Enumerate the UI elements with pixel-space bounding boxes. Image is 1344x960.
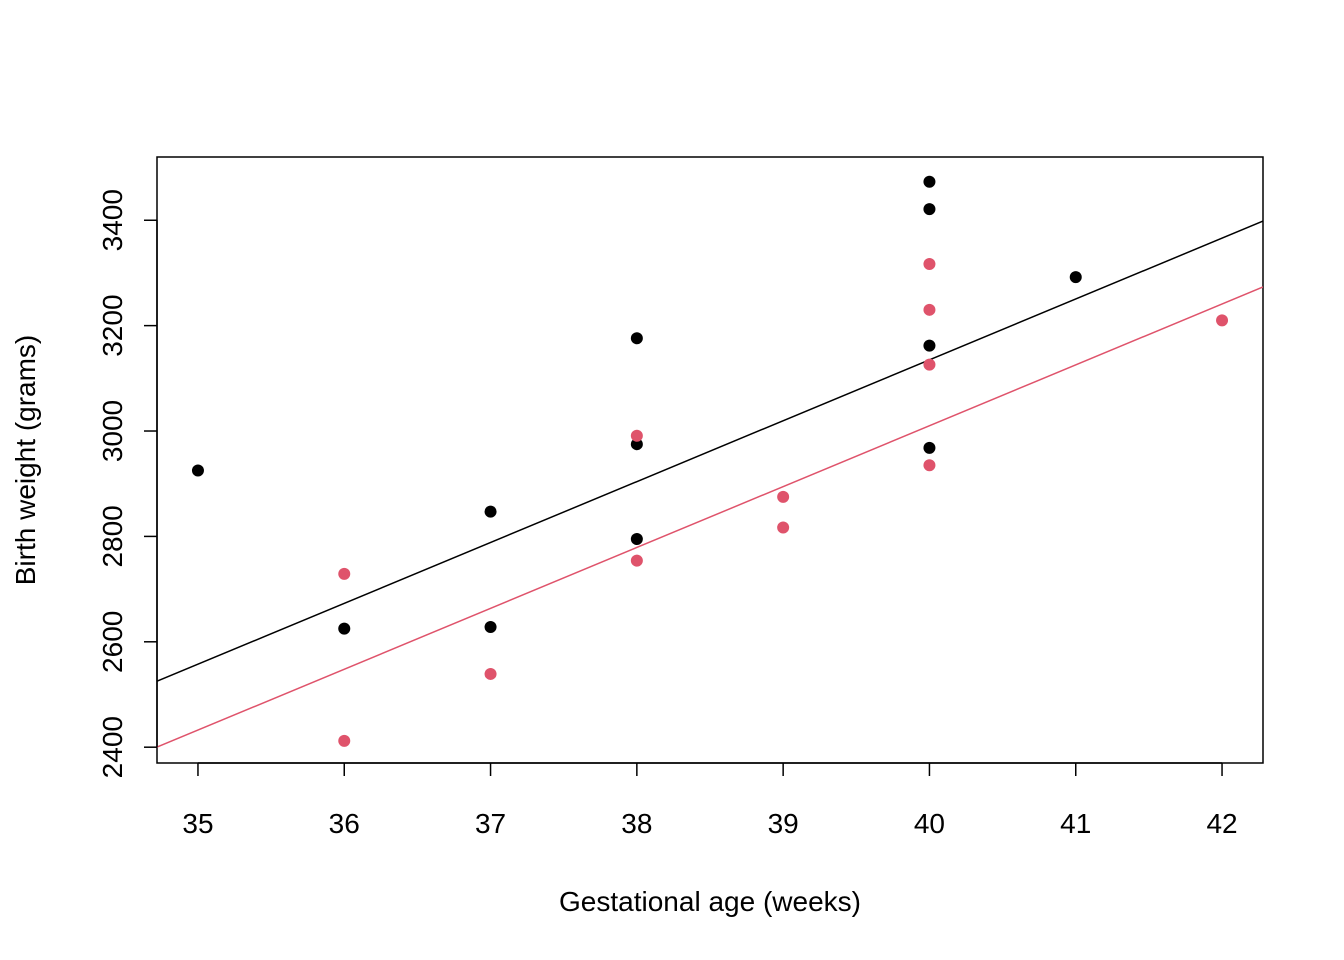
fit-line-series-1: [157, 220, 1263, 682]
data-point-series-1: [923, 441, 936, 454]
y-tick-label: 2600: [97, 611, 128, 673]
fit-line-series-2: [157, 286, 1263, 748]
data-point-series-2: [338, 734, 351, 747]
data-point-series-1: [630, 438, 643, 451]
x-axis: 35 36 37 38 39 40 41 42: [182, 762, 1238, 839]
data-point-series-1: [923, 203, 936, 216]
x-tick-label: 36: [329, 808, 360, 839]
data-point-series-2: [923, 303, 936, 316]
data-point-series-2: [923, 459, 936, 472]
x-tick-label: 41: [1060, 808, 1091, 839]
data-point-series-1: [484, 505, 497, 518]
y-tick-label: 3200: [97, 294, 128, 356]
data-point-series-1: [923, 175, 936, 188]
x-tick-label: 37: [475, 808, 506, 839]
data-point-series-1: [630, 332, 643, 345]
x-tick-label: 42: [1206, 808, 1237, 839]
x-tick-label: 35: [182, 808, 213, 839]
y-tick-label: 3400: [97, 189, 128, 251]
x-tick-label: 38: [621, 808, 652, 839]
data-point-series-1: [630, 533, 643, 546]
data-point-series-2: [923, 257, 936, 270]
data-point-series-2: [630, 554, 643, 567]
data-point-series-1: [484, 621, 497, 634]
y-tick-label: 2800: [97, 505, 128, 567]
data-point-series-1: [338, 622, 351, 635]
data-point-series-2: [777, 521, 790, 534]
y-tick-label: 3000: [97, 400, 128, 462]
data-point-series-2: [777, 490, 790, 503]
fit-lines: [157, 220, 1263, 748]
data-point-series-2: [338, 567, 351, 580]
y-axis-title: Birth weight (grams): [10, 335, 41, 586]
data-point-series-1: [923, 339, 936, 352]
data-point-series-1: [191, 464, 204, 477]
data-point-series-1: [1069, 271, 1082, 284]
x-axis-title: Gestational age (weeks): [559, 886, 861, 917]
data-point-series-2: [1216, 314, 1229, 327]
data-point-series-2: [923, 358, 936, 371]
x-tick-label: 40: [914, 808, 945, 839]
y-axis: 2400 2600 2800 3000 3200 3400: [97, 189, 158, 778]
data-point-series-2: [484, 667, 497, 680]
data-point-series-2: [630, 429, 643, 442]
plot-frame: [156, 156, 1264, 764]
x-tick-label: 39: [768, 808, 799, 839]
data-points: [191, 175, 1229, 747]
y-tick-label: 2400: [97, 716, 128, 778]
